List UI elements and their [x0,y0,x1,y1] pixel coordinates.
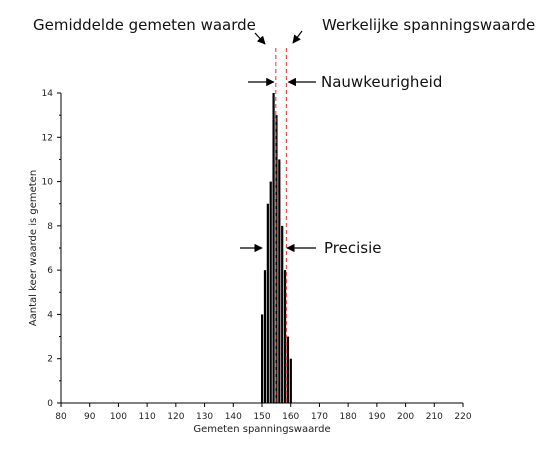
x-tick-label: 110 [139,412,156,422]
y-tick-label: 8 [47,222,53,232]
accuracy-label: Nauwkeurigheid [321,73,443,91]
x-tick-label: 190 [368,412,385,422]
x-tick-label: 90 [84,412,96,422]
histogram-bar [281,225,284,403]
y-tick-label: 4 [47,310,53,320]
histogram-bar [289,358,292,403]
histogram-bar [272,93,275,403]
histogram-bar [266,203,269,403]
mean-value-label: Gemiddelde gemeten waarde [33,16,256,34]
histogram-bar [269,181,272,403]
histogram-bar [286,336,290,403]
histogram-bar [283,270,287,403]
x-tick-label: 80 [55,412,67,422]
y-tick-label: 6 [47,266,53,276]
y-axis-label: Aantal keer waarde is gemeten [28,170,39,326]
x-tick-label: 130 [196,412,213,422]
y-tick-label: 0 [47,399,53,409]
y-tick-label: 10 [42,178,54,188]
x-axis-label: Gemeten spanningswaarde [193,424,330,435]
x-tick-label: 200 [397,412,414,422]
x-tick-label: 160 [282,412,299,422]
histogram-bar [275,115,278,404]
true-value-label: Werkelijke spanningswaarde [322,16,536,34]
y-tick-label: 12 [42,133,53,143]
x-tick-label: 100 [110,412,127,422]
x-tick-label: 120 [167,412,184,422]
x-tick-label: 180 [340,412,357,422]
x-tick-label: 220 [454,412,471,422]
mean-pointer-arrow [254,32,266,45]
x-tick-label: 210 [426,412,443,422]
chart-axes: 80 90 100 110 120 130 140 150 160 170 180 190 200 210… [42,89,472,422]
true-pointer-arrow [292,30,303,44]
histogram-bar [278,159,281,403]
y-tick-label: 14 [42,89,54,99]
histogram-bars [261,93,292,404]
x-tick-label: 170 [311,412,328,422]
x-tick-label: 140 [225,412,242,422]
reference-lines [275,48,288,403]
annotation-arrows [240,30,316,253]
histogram-bar [261,314,264,403]
y-tick-label: 2 [47,355,53,365]
x-tick-label: 150 [253,412,270,422]
precision-label: Precisie [324,239,382,257]
histogram-bar [263,270,267,403]
